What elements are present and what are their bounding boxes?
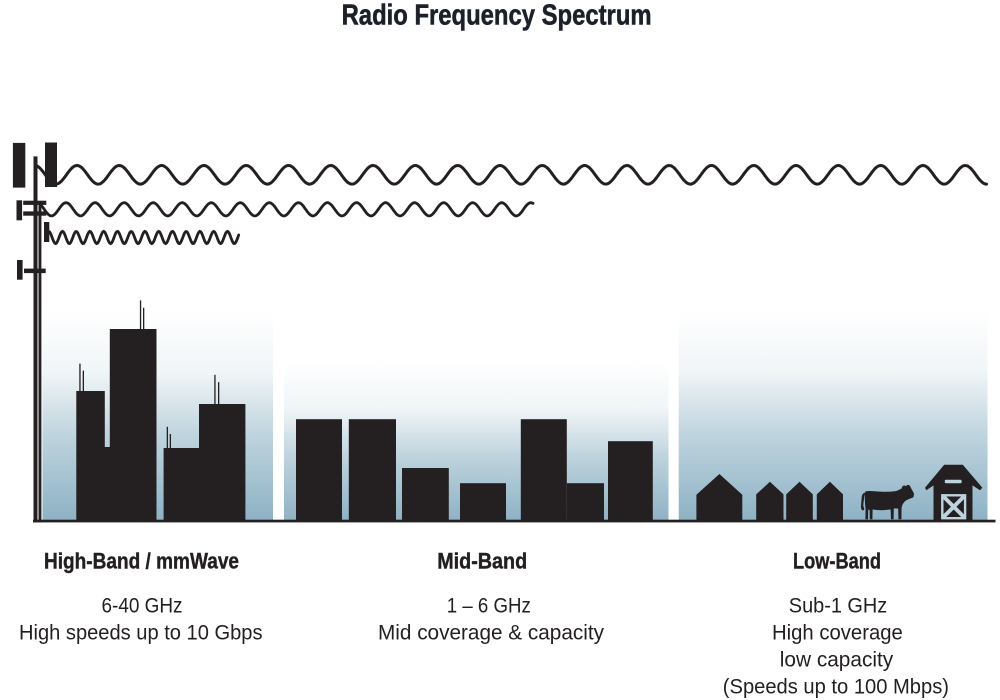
svg-text:High-Band / mmWave: High-Band / mmWave [44, 549, 239, 574]
svg-text:Mid-Band: Mid-Band [437, 549, 527, 574]
svg-text:High speeds up to 10 Gbps: High speeds up to 10 Gbps [19, 621, 263, 645]
svg-text:1 – 6 GHz: 1 – 6 GHz [447, 593, 531, 617]
svg-text:low capacity: low capacity [780, 648, 894, 672]
svg-text:Radio Frequency Spectrum: Radio Frequency Spectrum [342, 0, 652, 31]
svg-text:Low-Band: Low-Band [793, 549, 881, 574]
svg-text:6-40 GHz: 6-40 GHz [102, 593, 183, 617]
svg-text:Mid coverage & capacity: Mid coverage & capacity [378, 621, 604, 645]
svg-text:(Speeds up to 100 Mbps): (Speeds up to 100 Mbps) [723, 675, 949, 699]
svg-text:Sub-1 GHz: Sub-1 GHz [789, 593, 887, 617]
svg-text:High coverage: High coverage [772, 621, 903, 645]
